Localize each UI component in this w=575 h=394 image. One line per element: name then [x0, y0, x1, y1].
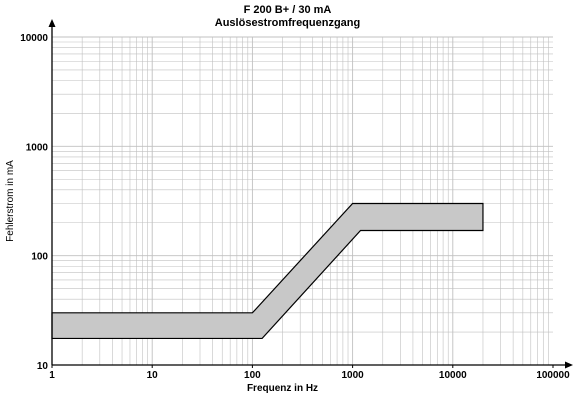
- x-tick-label: 100: [244, 370, 261, 381]
- x-tick-label: 10: [147, 370, 159, 381]
- chart-subtitle: Auslösestromfrequenzgang: [214, 17, 361, 29]
- y-axis-label: Fehlerstrom in mA: [5, 160, 16, 242]
- y-tick-label: 1000: [26, 142, 49, 153]
- x-tick-label: 10000: [439, 370, 467, 381]
- x-axis-label: Frequenz in Hz: [247, 383, 318, 394]
- y-tick-label: 100: [31, 252, 48, 263]
- tolerance-band: [51, 202, 484, 340]
- axes: [48, 19, 573, 369]
- chart-title: F 200 B+ / 30 mA: [243, 4, 332, 16]
- tolerance-band-area: [51, 202, 484, 340]
- y-tick-label: 10000: [20, 33, 48, 44]
- x-tick-label: 100000: [536, 370, 570, 381]
- y-tick-label: 10: [37, 361, 49, 372]
- x-tick-label: 1: [49, 370, 55, 381]
- y-axis-arrow: [48, 19, 56, 27]
- x-axis-arrow: [565, 361, 573, 369]
- x-tick-label: 1000: [341, 370, 364, 381]
